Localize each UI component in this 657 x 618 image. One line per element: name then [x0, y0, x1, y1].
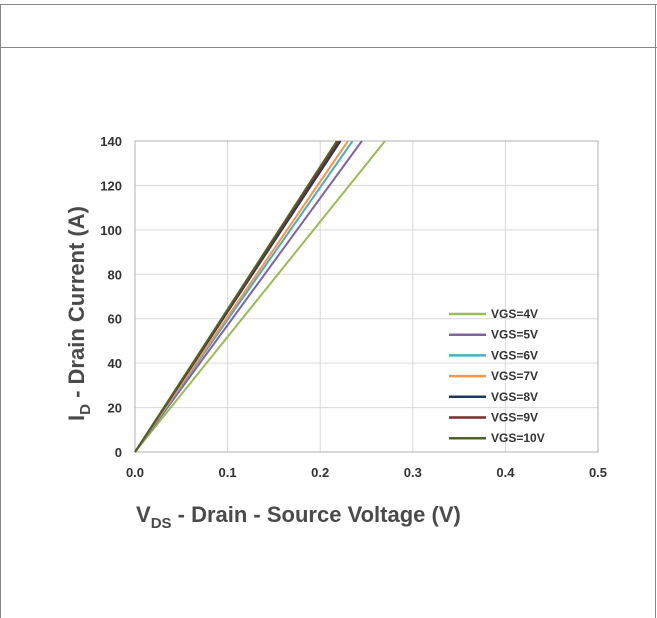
y-tick-label: 100 [100, 223, 122, 238]
legend-label: VGS=6V [491, 348, 538, 362]
y-axis-label-rest: - Drain Current (A) [64, 206, 89, 404]
legend-label: VGS=7V [491, 369, 538, 383]
y-tick-label: 80 [108, 267, 122, 282]
plot-area-frame [134, 140, 599, 453]
y-tick-label: 140 [100, 134, 122, 149]
series-line [134, 140, 349, 453]
legend-label: VGS=4V [491, 307, 538, 321]
legend: VGS=4V VGS=5V VGS=6V VGS=7V VGS=8V VGS=9V VGS=… [449, 307, 545, 445]
y-tick-label: 20 [108, 401, 122, 416]
x-axis-label-sub: DS [151, 515, 172, 532]
legend-label: VGS=9V [491, 411, 538, 425]
series-line [134, 140, 338, 453]
legend-label: VGS=8V [491, 390, 538, 404]
legend-label: VGS=10V [491, 431, 545, 445]
y-tick-label: 120 [100, 178, 122, 193]
y-tick-label: 60 [108, 312, 122, 327]
y-tick-labels: 0 20 40 60 80 100 120 140 [100, 134, 122, 460]
y-tick-label: 40 [108, 356, 122, 371]
x-tick-label: 0.5 [589, 465, 607, 480]
legend-label: VGS=5V [491, 328, 538, 342]
y-axis-label-sub: D [77, 404, 94, 415]
x-tick-label: 0.2 [311, 465, 329, 480]
frame-top-border [0, 4, 657, 5]
x-tick-label: 0.0 [126, 465, 144, 480]
header-divider [0, 47, 657, 48]
x-tick-labels: 0.0 0.1 0.2 0.3 0.4 0.5 [126, 465, 607, 480]
frame-left-border [0, 4, 1, 618]
frame-right-border [655, 4, 656, 618]
series-lines [134, 140, 386, 453]
y-tick-label: 0 [115, 445, 122, 460]
grid-lines [134, 140, 599, 453]
x-tick-label: 0.3 [404, 465, 422, 480]
x-tick-label: 0.4 [496, 465, 515, 480]
series-line [134, 140, 386, 453]
x-axis-label-main: V [136, 502, 151, 527]
x-tick-label: 0.1 [219, 465, 237, 480]
x-axis-label: VDS - Drain - Source Voltage (V) [136, 502, 461, 532]
y-axis-label-main: I [64, 415, 89, 421]
y-axis-label: ID - Drain Current (A) [64, 206, 94, 421]
series-line [134, 140, 363, 453]
x-axis-label-rest: - Drain - Source Voltage (V) [172, 502, 461, 527]
